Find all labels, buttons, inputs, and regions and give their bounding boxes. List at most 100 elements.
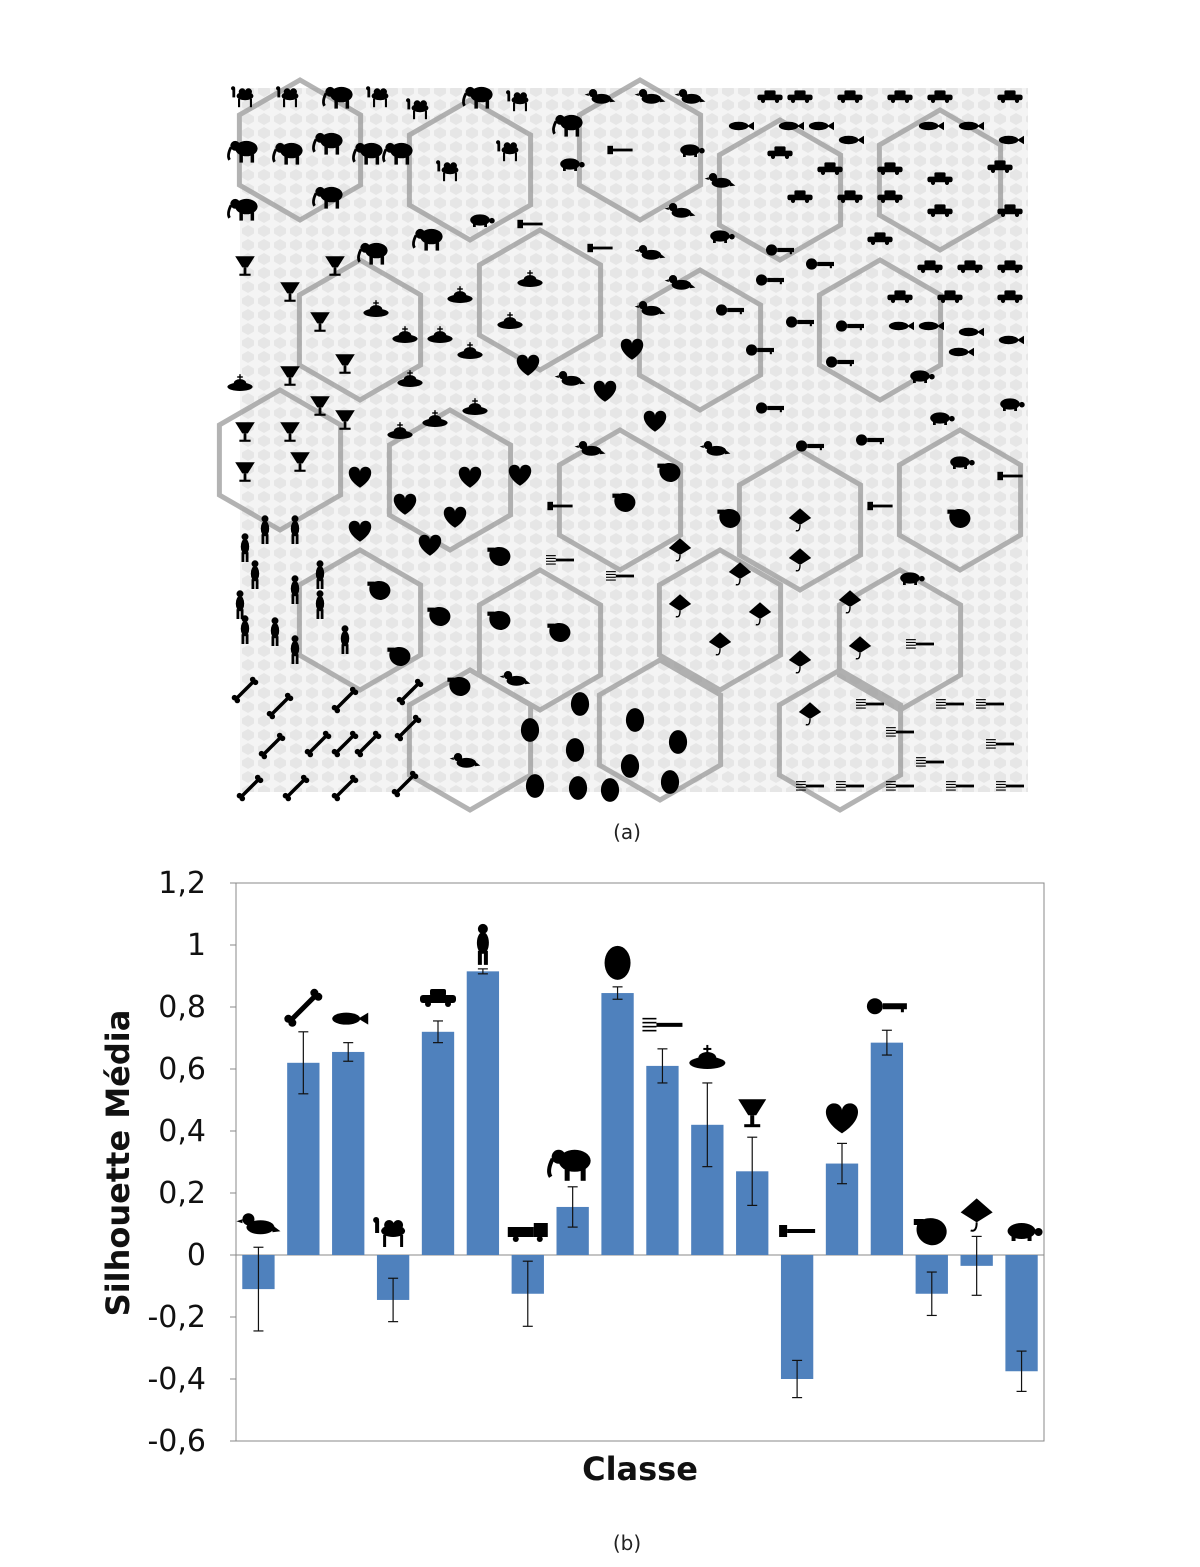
error-bar	[388, 1277, 399, 1323]
cluster-hexagon	[896, 427, 1024, 573]
child-icon	[260, 515, 270, 544]
glass-icon	[235, 422, 255, 442]
fork-icon	[996, 781, 1024, 791]
y-tick-label: 0	[187, 1238, 206, 1273]
bone-icon	[236, 774, 264, 802]
cluster-boundaries	[216, 77, 1024, 813]
error-bar	[433, 1020, 443, 1044]
heart-icon	[593, 380, 617, 402]
fork-icon	[606, 571, 634, 581]
elephant-icon	[272, 142, 303, 165]
caption-a: (a)	[613, 820, 641, 844]
elephant-icon	[312, 132, 343, 155]
y-axis-ticks: 1,2 1 0,8 0,6 0,4 0,2 0 -0,2 -0,4 -0,6	[147, 866, 236, 1459]
cluster-hexagon	[406, 667, 534, 813]
hammer-icon	[867, 501, 893, 511]
y-tick-label: -0,2	[147, 1300, 206, 1335]
heart-icon	[348, 520, 372, 542]
child-icon	[290, 575, 300, 604]
bar	[466, 971, 500, 1255]
child-icon	[315, 560, 325, 589]
fork-icon	[796, 781, 824, 791]
bird-icon	[634, 89, 666, 104]
car-icon	[817, 162, 843, 175]
fish-icon	[888, 321, 914, 331]
saucer-icon	[227, 374, 253, 391]
bar	[870, 1042, 904, 1255]
ray-icon-alt	[913, 1218, 947, 1246]
child-icon	[235, 590, 245, 619]
glass-icon	[310, 396, 330, 416]
ray-icon-alt	[387, 646, 411, 666]
cluster-hexagon	[716, 117, 844, 263]
bird-icon	[634, 301, 666, 316]
car-icon	[887, 290, 913, 303]
car-icon	[837, 190, 863, 203]
heart-icon	[643, 410, 667, 432]
camel-icon	[506, 90, 529, 112]
cluster-hexagon	[596, 657, 724, 803]
bar	[601, 993, 634, 1255]
bar	[421, 1031, 455, 1255]
bird-icon	[236, 1213, 281, 1235]
bone-icon	[354, 730, 382, 758]
camel-icon	[436, 160, 459, 182]
key-icon	[786, 316, 814, 328]
stingray-icon	[848, 636, 872, 660]
car-icon	[927, 90, 953, 103]
turtle-icon	[930, 412, 955, 425]
saucer-icon	[427, 326, 453, 343]
x-axis-title: Classe	[582, 1450, 698, 1488]
car-icon	[757, 90, 783, 103]
camel-icon	[276, 86, 299, 108]
face-icon	[565, 738, 585, 762]
heart-icon	[443, 506, 467, 528]
bar	[287, 1062, 320, 1255]
heart-icon	[348, 466, 372, 488]
turtle-icon	[710, 230, 735, 243]
truck-icon	[507, 1223, 548, 1242]
child-icon	[290, 635, 300, 664]
stingray-icon	[708, 632, 732, 656]
y-tick-label: -0,4	[147, 1362, 206, 1397]
saucer-icon	[457, 342, 483, 359]
error-bar	[477, 968, 488, 975]
key-icon	[796, 440, 824, 452]
bar	[780, 1255, 814, 1379]
face-icon	[660, 770, 680, 794]
heart-icon	[516, 354, 540, 376]
key-icon	[866, 998, 907, 1015]
car-icon	[997, 204, 1023, 217]
bar	[646, 1065, 679, 1255]
bone-icon	[258, 732, 286, 760]
y-tick-label: 0,4	[158, 1114, 206, 1149]
bird-icon	[574, 441, 606, 456]
face-icon	[625, 708, 645, 732]
heart-icon	[458, 466, 482, 488]
error-bar	[657, 1048, 668, 1084]
error-bar	[926, 1271, 937, 1317]
child-icon	[315, 590, 325, 619]
fish-icon	[998, 135, 1024, 145]
som-icons	[227, 86, 1025, 802]
saucer-icon	[392, 326, 418, 343]
error-bar	[343, 1042, 354, 1062]
ray-icon-alt	[947, 508, 971, 528]
hammer-icon	[517, 219, 543, 229]
car-icon	[937, 290, 963, 303]
car-icon	[787, 190, 813, 203]
fish-icon	[958, 121, 984, 131]
stingray-icon	[748, 602, 772, 626]
fork-icon	[546, 555, 574, 565]
fork-icon	[886, 727, 914, 737]
face-icon	[620, 754, 640, 778]
cluster-hexagon	[296, 257, 424, 403]
car-icon	[767, 146, 793, 159]
fish-icon	[332, 1012, 369, 1025]
face-icon	[520, 718, 540, 742]
turtle-icon	[1000, 398, 1025, 411]
y-axis-title: Silhouette Média	[99, 1010, 137, 1317]
heart-icon	[825, 1103, 859, 1134]
saucer-icon	[447, 286, 473, 303]
car-icon	[877, 190, 903, 203]
